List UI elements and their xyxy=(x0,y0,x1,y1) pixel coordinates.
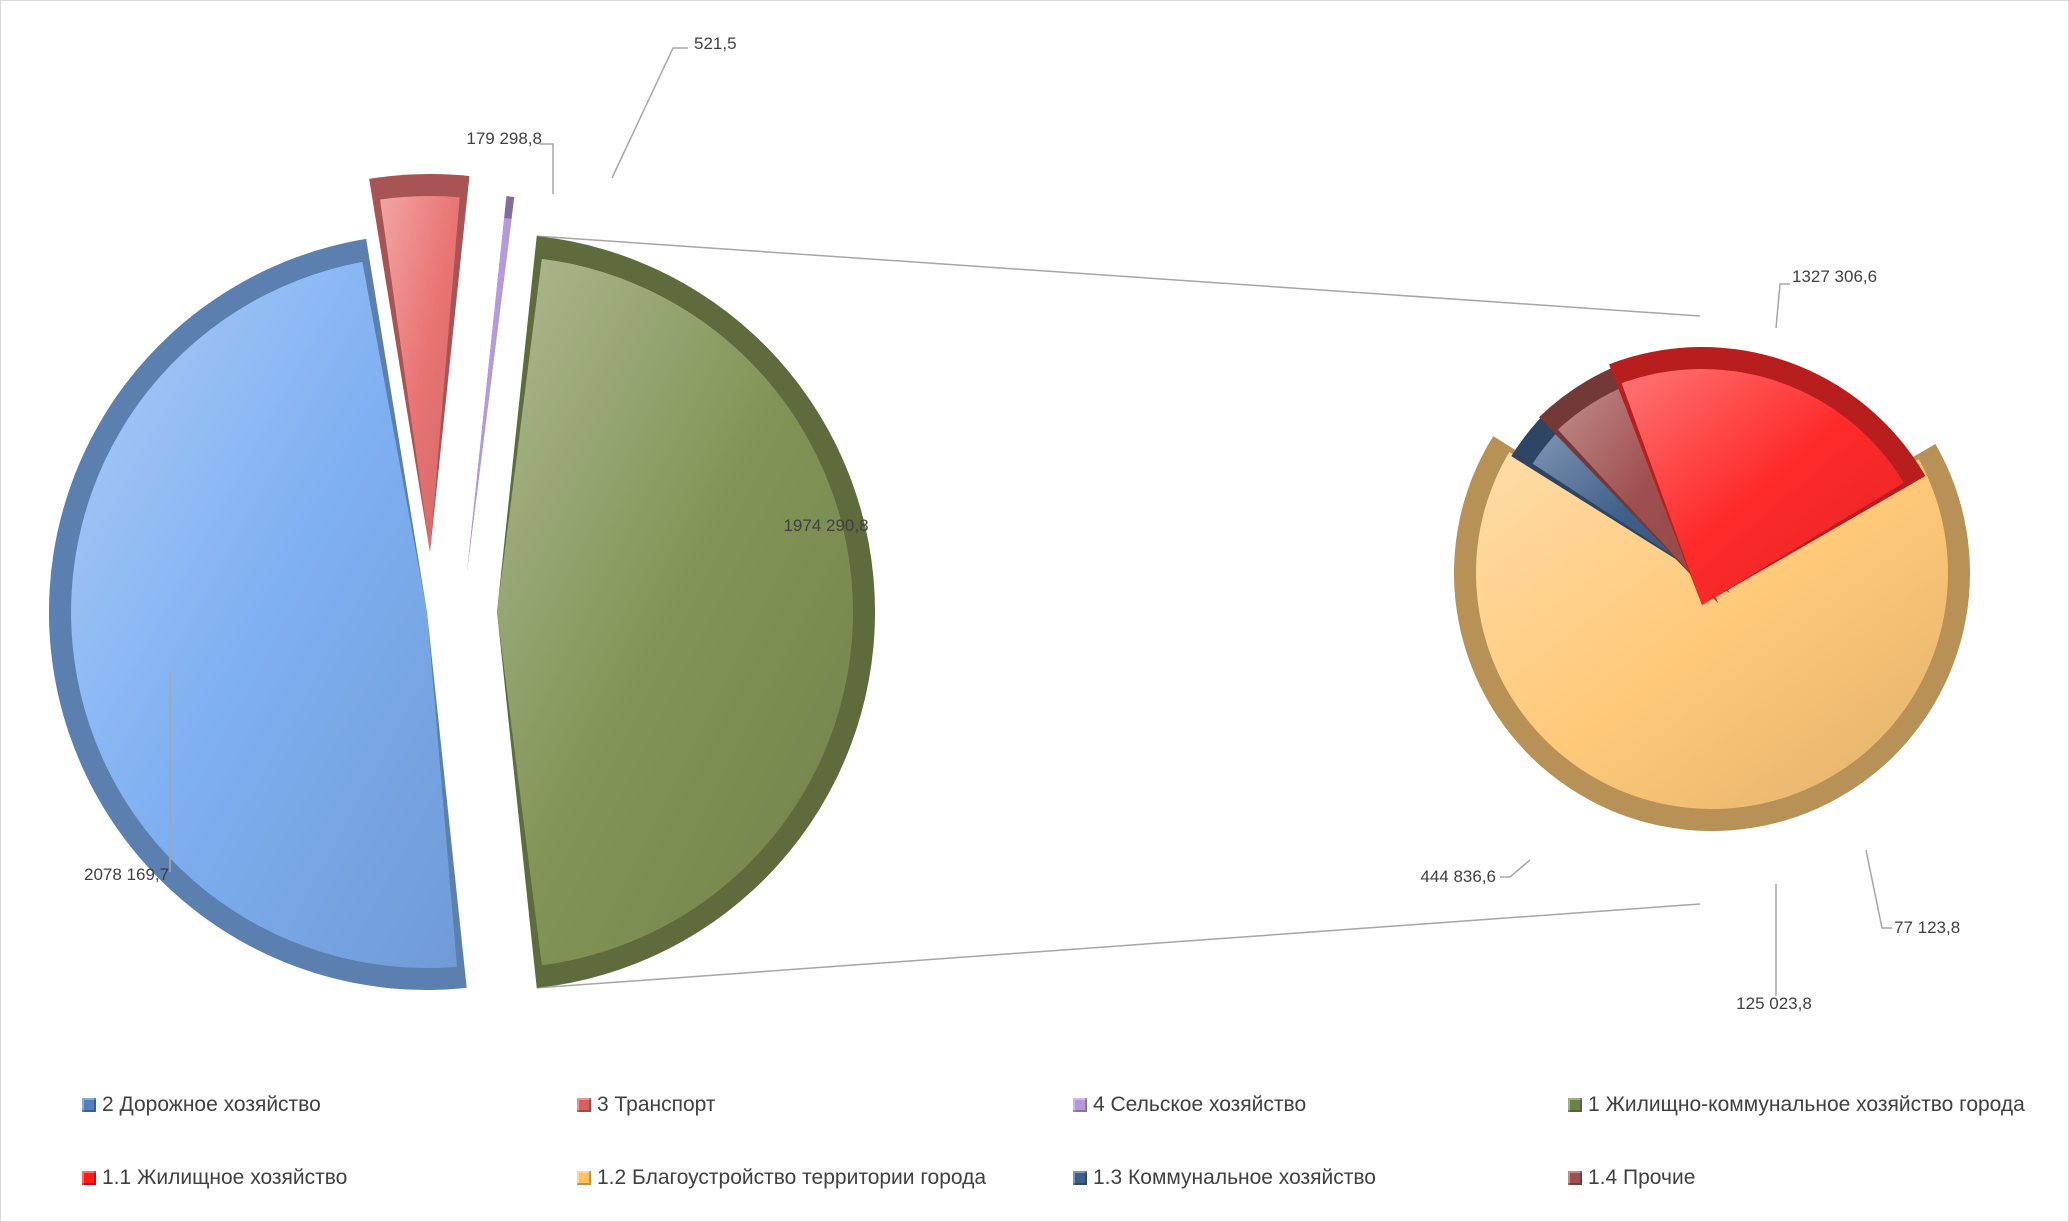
connector-lines xyxy=(536,235,1701,989)
slice-s3-1-1-жилищное-хозяйство xyxy=(1609,347,1926,605)
leader-line-s3 xyxy=(1500,859,1531,878)
slice-p1-3-транспорт xyxy=(369,173,470,552)
slice-p3-1-жилищно-коммунальное-хозяйство-города xyxy=(497,236,876,988)
data-label-p3: 1974 290,8 xyxy=(783,516,868,535)
slice-s2-1-4-прочие xyxy=(1539,362,1718,603)
data-label-s3: 444 836,6 xyxy=(1420,867,1496,886)
data-label-p1: 179 298,8 xyxy=(466,129,542,148)
leader-line-s1 xyxy=(1865,849,1892,929)
slice-face-s3-1-1-жилищное-хозяйство xyxy=(1621,368,1904,605)
connector-line-top xyxy=(536,235,1701,317)
leader-lines xyxy=(169,47,1892,996)
leader-line-p2 xyxy=(611,47,688,179)
slice-face-p1-3-транспорт xyxy=(380,195,460,552)
slice-p2-4-сельское-хозяйство xyxy=(467,196,515,572)
pie-slices xyxy=(48,173,1970,991)
data-labels: 2078 169,7 179 298,8 521,5 1974 290,8 1327 3… xyxy=(84,34,1960,1013)
slice-face-p0-2-дорожное-хозяйство xyxy=(71,261,457,968)
slice-face-s0-1-2-благоустройство-территории-города xyxy=(1475,452,1948,809)
leader-line-s0 xyxy=(1775,283,1790,329)
slice-face-p2-4-сельское-хозяйство xyxy=(467,217,512,572)
data-label-p2: 521,5 xyxy=(694,34,737,53)
connector-line-bottom xyxy=(536,903,1701,989)
slice-face-s2-1-4-прочие xyxy=(1557,384,1718,603)
data-label-s2: 125 023,8 xyxy=(1736,994,1812,1013)
data-label-p0: 2078 169,7 xyxy=(84,865,169,884)
data-label-s1: 77 123,8 xyxy=(1894,918,1960,937)
data-label-s0: 1327 306,6 xyxy=(1792,267,1877,286)
slice-face-p3-1-жилищно-коммунальное-хозяйство-города xyxy=(497,258,854,966)
slice-s0-1-2-благоустройство-территории-города xyxy=(1453,436,1970,832)
slice-p0-2-дорожное-хозяйство xyxy=(48,238,467,991)
leader-line-p1 xyxy=(540,143,554,194)
